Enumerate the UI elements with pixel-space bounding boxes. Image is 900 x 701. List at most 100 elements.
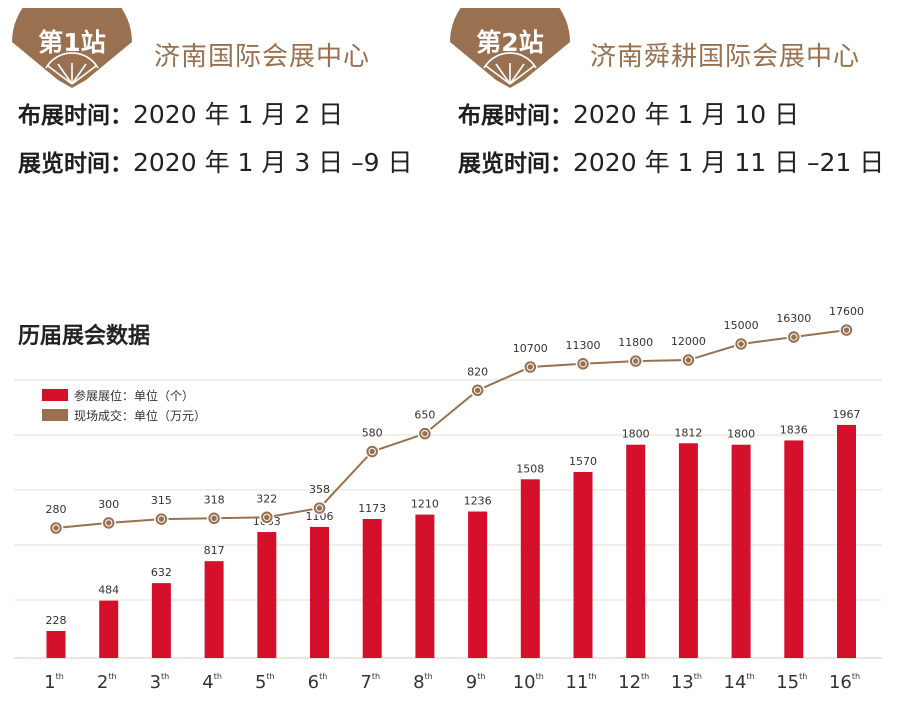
bar-mark <box>626 444 646 658</box>
x-tick-label: 14th <box>724 672 755 693</box>
line-point <box>839 322 854 338</box>
x-tick-label: 7th <box>360 672 380 693</box>
setup-time-row: 布展时间：2020 年 1 月 2 日 <box>18 95 343 131</box>
bar-mark <box>784 440 804 658</box>
line-point-ring <box>263 513 271 521</box>
bar-value-label: 1570 <box>569 455 597 468</box>
bar-mark <box>46 630 66 658</box>
line-value-label: 358 <box>309 483 330 496</box>
line-point <box>206 511 222 526</box>
line-value-label: 15000 <box>724 319 759 332</box>
x-tick-label: 2th <box>97 672 117 693</box>
station-badge-label: 第2站 <box>476 28 543 57</box>
x-tick-label: 9th <box>466 672 486 693</box>
line-value-label: 17600 <box>829 305 864 318</box>
bar-value-label: 1800 <box>727 428 755 441</box>
line-point-ring <box>790 333 798 341</box>
bar-value-label: 1812 <box>674 426 702 439</box>
station-badge-label: 第1站 <box>38 28 105 57</box>
bar-value-label: 1173 <box>358 502 386 515</box>
line-point-ring <box>105 519 113 527</box>
line-value-label: 11300 <box>566 339 601 352</box>
bar-mark <box>257 532 277 658</box>
bar-mark <box>731 444 751 658</box>
x-tick-label: 10th <box>513 672 544 693</box>
line-value-label: 315 <box>151 494 172 507</box>
bar-value-label: 1836 <box>780 423 808 436</box>
bar-value-label: 1210 <box>411 498 439 511</box>
line-point-ring <box>737 340 745 348</box>
bar-mark <box>151 583 171 658</box>
bar-mark <box>415 514 435 658</box>
line-value-label: 650 <box>414 409 435 422</box>
legend-swatch-deals <box>42 409 68 421</box>
bar-value-label: 817 <box>204 544 225 557</box>
x-tick-label: 13th <box>671 672 702 693</box>
legend-swatch-booths <box>42 389 68 401</box>
line-series <box>55 329 847 529</box>
setup-time-label: 布展时间： <box>18 103 133 129</box>
line-value-label: 300 <box>98 498 119 511</box>
show-time-label: 展览时间： <box>18 151 133 177</box>
bar-value-label: 1800 <box>622 428 650 441</box>
line-point-ring <box>52 524 60 532</box>
bar-mark <box>520 479 540 658</box>
bar-value-label: 1967 <box>833 408 861 421</box>
x-tick-label: 6th <box>308 672 328 693</box>
line-point-ring <box>684 356 693 364</box>
line-value-label: 10700 <box>513 342 548 355</box>
bar-mark <box>310 526 329 658</box>
line-point <box>523 359 538 375</box>
line-point <box>786 329 802 345</box>
line-point <box>470 383 485 398</box>
bar-mark <box>468 511 488 658</box>
show-time-label: 展览时间： <box>458 151 573 177</box>
line-point-ring <box>315 504 324 512</box>
show-time-value: 2020 年 1 月 3 日 –9 日 <box>133 148 413 177</box>
line-value-label: 318 <box>204 493 225 506</box>
x-tick-label: 1th <box>44 672 64 693</box>
x-tick-label: 8th <box>413 672 433 693</box>
line-value-label: 11800 <box>618 336 653 349</box>
setup-time-value: 2020 年 1 月 10 日 <box>573 100 800 129</box>
line-point <box>312 500 327 516</box>
x-tick-label: 16th <box>829 672 860 693</box>
bar-mark <box>99 600 119 658</box>
bar-value-label: 484 <box>98 584 119 597</box>
line-point <box>48 520 64 536</box>
line-value-label: 322 <box>256 492 277 505</box>
line-point-ring <box>842 326 851 334</box>
bar-mark <box>362 518 382 658</box>
line-point-ring <box>210 514 218 523</box>
x-tick-label: 3th <box>150 672 170 693</box>
setup-time-value: 2020 年 1 月 2 日 <box>133 100 344 129</box>
x-tick-label: 4th <box>202 672 222 693</box>
line-point <box>417 426 433 441</box>
setup-time-label: 布展时间： <box>458 103 573 129</box>
bar-value-label: 1106 <box>306 510 334 523</box>
bar-value-label: 1508 <box>516 462 544 475</box>
bar-mark <box>837 424 856 658</box>
line-point <box>364 444 380 459</box>
line-point-ring <box>526 363 534 371</box>
line-point <box>575 356 591 372</box>
line-point-ring <box>473 386 482 394</box>
line-point <box>733 336 749 352</box>
line-point <box>101 515 116 531</box>
bar-value-label: 228 <box>46 614 67 627</box>
show-time-row: 展览时间：2020 年 1 月 11 日 –21 日 <box>458 143 884 179</box>
line-point <box>681 352 696 368</box>
line-value-label: 16300 <box>776 312 811 325</box>
line-point-ring <box>157 515 166 523</box>
line-point-ring <box>368 447 376 456</box>
fan-badge-icon: 第1站 <box>12 8 132 88</box>
line-point <box>628 353 643 369</box>
line-value-label: 580 <box>362 427 383 440</box>
show-time-value: 2020 年 1 月 11 日 –21 日 <box>573 148 885 177</box>
fan-badge-icon: 第2站 <box>450 8 570 88</box>
legend-label-deals: 现场成交：单位（万元） <box>74 408 206 423</box>
venue-name: 济南国际会展中心 <box>154 42 371 72</box>
bar-mark <box>573 471 593 658</box>
line-point-ring <box>421 429 429 438</box>
